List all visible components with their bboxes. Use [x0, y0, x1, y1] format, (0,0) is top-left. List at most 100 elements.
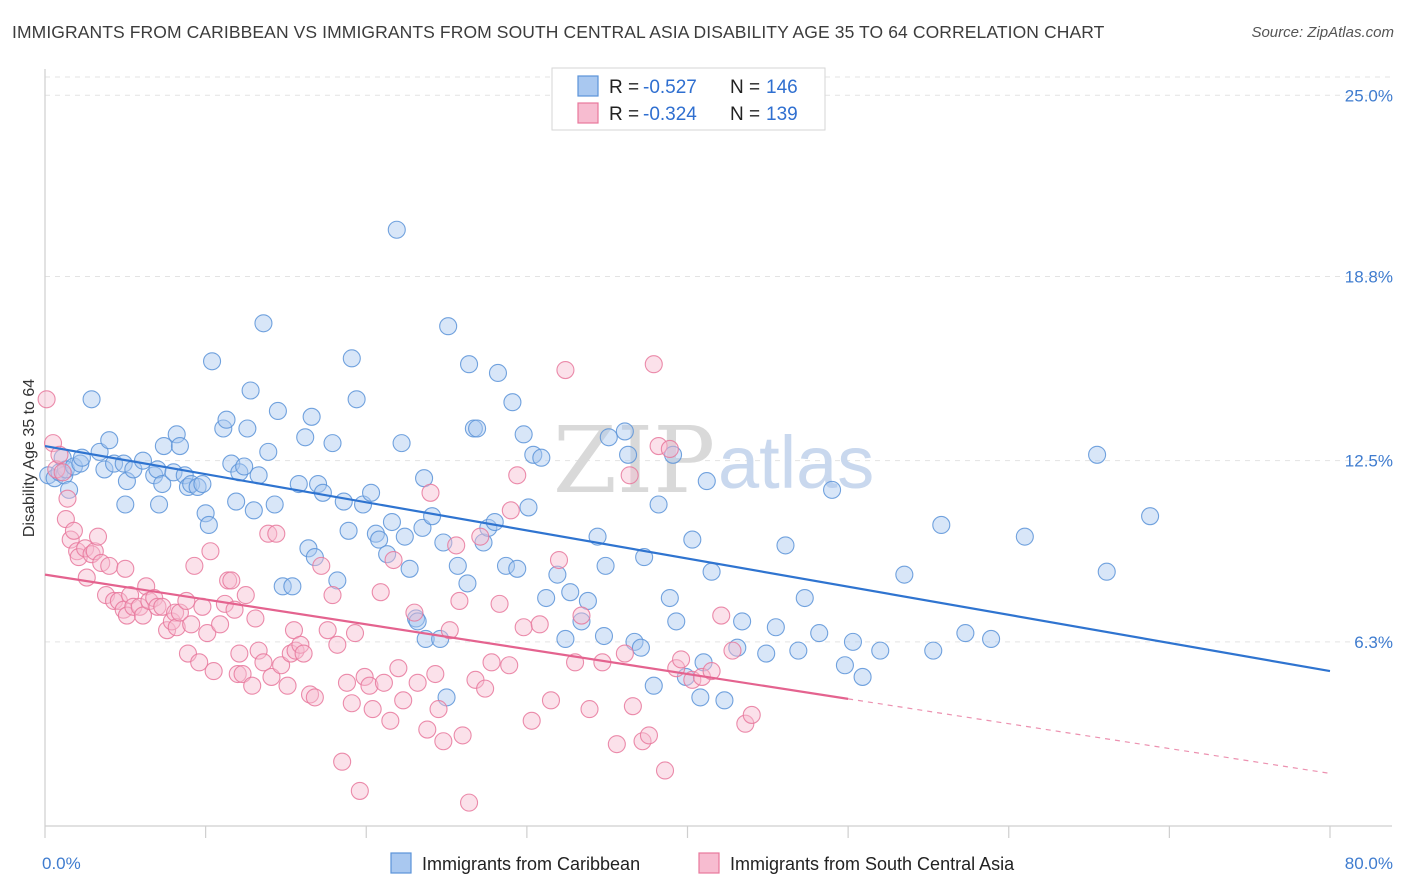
point-south-central-asia: [408, 673, 427, 692]
point-caribbean: [631, 638, 650, 657]
legend-r-label-0: R =: [609, 77, 639, 98]
point-caribbean: [871, 641, 890, 660]
point-south-central-asia: [405, 603, 424, 622]
point-caribbean: [702, 562, 721, 581]
point-caribbean: [697, 472, 716, 491]
point-south-central-asia: [620, 466, 639, 485]
point-south-central-asia: [170, 603, 189, 622]
point-caribbean: [392, 434, 411, 453]
point-south-central-asia: [100, 556, 119, 575]
point-south-central-asia: [426, 664, 445, 684]
point-caribbean: [259, 442, 278, 461]
point-south-central-asia: [549, 550, 569, 570]
point-south-central-asia: [272, 656, 291, 675]
point-caribbean: [619, 445, 638, 464]
point-south-central-asia: [37, 390, 56, 409]
point-caribbean: [733, 612, 752, 631]
point-south-central-asia: [418, 720, 437, 739]
point-caribbean: [199, 515, 218, 535]
point-south-central-asia: [246, 609, 265, 628]
watermark: ZIP atlas: [553, 407, 874, 514]
point-south-central-asia: [644, 355, 663, 374]
point-south-central-asia: [350, 781, 369, 800]
point-caribbean: [488, 363, 508, 383]
point-caribbean: [594, 626, 614, 646]
point-caribbean: [196, 504, 215, 523]
x-axis-ticks: [44, 826, 1331, 838]
point-caribbean: [532, 448, 551, 467]
point-caribbean: [635, 548, 654, 567]
point-south-central-asia: [294, 644, 313, 663]
point-south-central-asia: [607, 735, 626, 754]
point-south-central-asia: [116, 559, 135, 578]
point-caribbean: [496, 556, 516, 575]
point-caribbean: [400, 559, 419, 578]
point-caribbean: [835, 656, 854, 675]
series-caribbean: [39, 220, 1160, 710]
legend-n-label-0: N =: [730, 77, 760, 98]
point-south-central-asia: [482, 653, 501, 672]
point-caribbean: [795, 588, 814, 608]
point-caribbean: [1097, 562, 1116, 581]
x-tick-label-min: 0.0%: [42, 854, 81, 873]
point-south-central-asia: [508, 466, 527, 485]
point-south-central-asia: [501, 501, 520, 520]
legend-n-value-1: 139: [766, 104, 798, 125]
point-south-central-asia: [167, 618, 186, 637]
point-south-central-asia: [655, 761, 675, 780]
point-caribbean: [273, 577, 292, 596]
point-caribbean: [289, 474, 308, 494]
point-south-central-asia: [88, 527, 108, 546]
point-caribbean: [423, 507, 442, 526]
point-caribbean: [932, 515, 951, 535]
point-caribbean: [254, 314, 273, 333]
point-south-central-asia: [514, 618, 533, 637]
point-south-central-asia: [182, 615, 201, 634]
point-caribbean: [596, 556, 615, 575]
y-tick-label: 6.3%: [1354, 633, 1393, 652]
point-caribbean: [660, 588, 679, 608]
point-south-central-asia: [490, 594, 509, 613]
point-south-central-asia: [318, 621, 337, 640]
point-caribbean: [302, 407, 321, 426]
point-caribbean: [382, 512, 402, 532]
legend-box: R = -0.527 N = 146 R = -0.324 N = 139: [551, 67, 826, 131]
point-south-central-asia: [50, 445, 69, 464]
point-caribbean: [766, 618, 785, 637]
point-south-central-asia: [121, 586, 140, 605]
legend-r-value-1: -0.324: [643, 104, 697, 125]
point-caribbean: [342, 349, 361, 368]
point-caribbean: [468, 419, 487, 438]
point-caribbean: [683, 530, 702, 549]
point-caribbean: [217, 410, 236, 429]
point-south-central-asia: [649, 436, 668, 456]
legend-n-value-0: 146: [766, 77, 798, 98]
point-caribbean: [265, 495, 284, 514]
legend-r-label-1: R =: [609, 104, 639, 125]
point-south-central-asia: [328, 635, 347, 654]
point-caribbean: [823, 480, 842, 499]
point-south-central-asia: [660, 439, 679, 459]
legend-n-label-1: N =: [730, 104, 760, 125]
point-caribbean: [339, 521, 358, 540]
x-tick-label-max: 80.0%: [1345, 854, 1393, 873]
point-caribbean: [615, 422, 634, 441]
point-south-central-asia: [450, 591, 469, 610]
y-tick-label: 18.8%: [1345, 268, 1393, 287]
point-south-central-asia: [712, 606, 731, 625]
point-south-central-asia: [572, 606, 591, 625]
point-caribbean: [227, 492, 246, 511]
y-axis-label: Disability Age 35 to 64: [21, 379, 38, 537]
point-south-central-asia: [384, 550, 403, 570]
axes: [44, 69, 1392, 838]
point-south-central-asia: [185, 556, 204, 575]
point-south-central-asia: [53, 463, 72, 482]
point-caribbean: [323, 434, 342, 453]
point-south-central-asia: [360, 676, 379, 695]
point-south-central-asia: [300, 685, 320, 704]
point-caribbean: [370, 530, 389, 549]
trend-line-caribbean: [44, 444, 1331, 673]
point-south-central-asia: [371, 583, 390, 602]
bottom-legend: Immigrants from Caribbean Immigrants fro…: [390, 852, 1015, 874]
